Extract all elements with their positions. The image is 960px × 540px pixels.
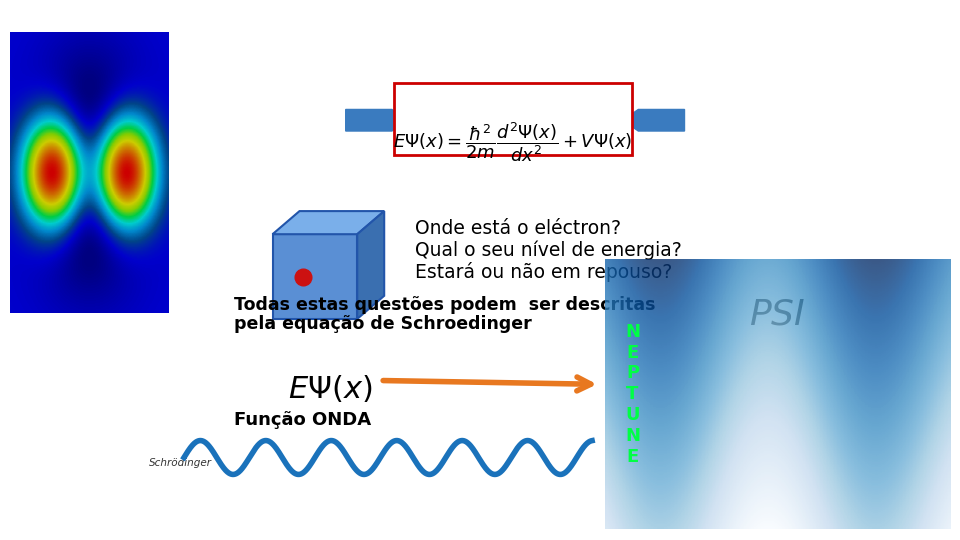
Text: Onde está o eléctron?: Onde está o eléctron?	[415, 219, 621, 238]
Text: Estará ou não em repouso?: Estará ou não em repouso?	[415, 262, 672, 282]
Text: pela equação de Schroedinger: pela equação de Schroedinger	[234, 315, 532, 333]
Text: N
E
P
T
U
N
E: N E P T U N E	[625, 323, 640, 465]
Text: $\mathit{PSI}$: $\mathit{PSI}$	[749, 298, 805, 332]
Text: $E\Psi(x) = \dfrac{\hbar^2}{2m}\dfrac{d^2\Psi(x)}{dx^2} + V\Psi(x)$: $E\Psi(x) = \dfrac{\hbar^2}{2m}\dfrac{d^…	[393, 120, 633, 164]
Text: Qual o seu nível de energia?: Qual o seu nível de energia?	[415, 240, 682, 260]
FancyBboxPatch shape	[395, 83, 632, 155]
FancyArrow shape	[623, 110, 684, 131]
FancyArrow shape	[346, 110, 407, 131]
Polygon shape	[273, 234, 357, 319]
Text: Função ONDA: Função ONDA	[234, 411, 372, 429]
Text: Schrödinger: Schrödinger	[149, 457, 211, 468]
Text: Todas estas questões podem  ser descritas: Todas estas questões podem ser descritas	[234, 296, 656, 314]
Polygon shape	[273, 211, 384, 234]
Polygon shape	[357, 211, 384, 319]
Text: $E\Psi(x)$: $E\Psi(x)$	[288, 373, 372, 404]
